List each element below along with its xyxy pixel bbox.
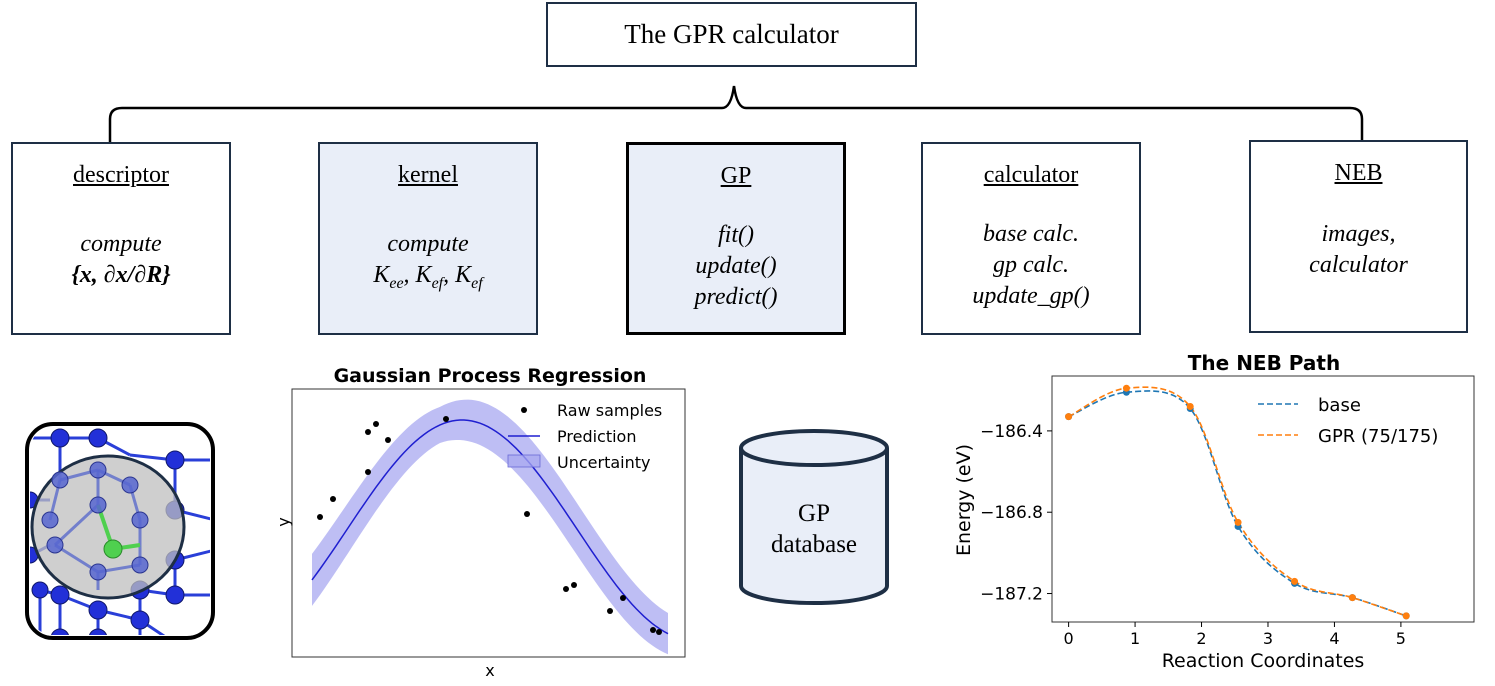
neb-y-tick-label: −186.4 <box>980 422 1043 442</box>
module-calculator-line-1: base calc. <box>983 221 1079 247</box>
neb-x-tick-label: 1 <box>1130 629 1140 648</box>
module-gp-heading: GP <box>720 163 752 189</box>
neb-y-tick-label: −187.2 <box>980 585 1043 605</box>
gpr-sample-point <box>443 416 449 422</box>
module-calculator: calculator base calc. gp calc. update_gp… <box>921 142 1141 335</box>
gpr-sample-point <box>607 608 613 614</box>
connector-brace <box>108 85 1364 142</box>
gpr-sample-point <box>563 586 569 592</box>
neb-point-gpr <box>1291 577 1299 585</box>
neb-y-axis-label: Energy (eV) <box>953 444 975 556</box>
gpr-plot-title: Gaussian Process Regression <box>334 365 647 387</box>
module-kernel: kernel compute Kee, Kef, Kef <box>318 142 538 335</box>
module-kernel-line-1: compute <box>387 231 469 257</box>
module-neb-line-2: calculator <box>1309 252 1408 278</box>
module-neb: NEB images, calculator <box>1249 140 1468 333</box>
legend-prediction-label: Prediction <box>557 427 636 446</box>
gpr-sample-point <box>524 511 530 517</box>
gp-database-label-line-1: GP <box>798 500 830 527</box>
neb-chart-title: The NEB Path <box>1188 351 1340 375</box>
gpr-sample-point <box>330 496 336 502</box>
gpr-sample-point <box>620 595 626 601</box>
gpr-calculator-title-box: The GPR calculator <box>546 2 917 67</box>
gpr-x-axis-label: x <box>485 661 494 680</box>
module-kernel-line-2: Kee, Kef, Kef <box>373 262 483 292</box>
gp-database-cylinder <box>739 429 889 605</box>
module-gp: GP fit() update() predict() <box>626 142 846 335</box>
gpr-sample-point <box>365 429 371 435</box>
gpr-raw-samples <box>317 416 662 635</box>
module-descriptor-heading: descriptor <box>73 162 169 188</box>
gpr-sample-point <box>317 514 323 520</box>
gpr-uncertainty-band <box>312 399 668 655</box>
gpr-sample-point <box>656 629 662 635</box>
gpr-sample-point <box>571 582 577 588</box>
module-gp-line-3: predict() <box>694 284 778 310</box>
gpr-sample-point <box>650 627 656 633</box>
neb-x-tick-label: 3 <box>1263 629 1273 648</box>
legend-raw-samples-label: Raw samples <box>557 401 662 420</box>
module-gp-line-2: update() <box>695 253 777 279</box>
atomic-structure-illustration <box>25 422 215 640</box>
module-neb-heading: NEB <box>1334 160 1383 186</box>
neb-y-tick-label: −186.8 <box>980 503 1043 523</box>
neb-x-tick-label: 4 <box>1329 629 1339 648</box>
gp-database-label-line-2: database <box>770 531 858 558</box>
module-descriptor-line-1: compute <box>80 231 162 257</box>
module-calculator-line-3: update_gp() <box>972 283 1090 309</box>
module-calculator-line-2: gp calc. <box>993 252 1069 278</box>
neb-path-chart: The NEB Path 0 1 2 3 4 5 −186.4 −186.8 −187.2 Re… <box>953 351 1475 672</box>
gp-database-label: GP database <box>740 498 888 560</box>
neb-point-gpr <box>1402 612 1410 620</box>
gpr-sample-point <box>365 469 371 475</box>
legend-uncertainty-marker <box>507 454 541 468</box>
gpr-plot: Gaussian Process Regression x y Raw samp… <box>274 365 686 680</box>
neb-plot-area <box>1051 375 1475 623</box>
neb-point-gpr <box>1234 518 1242 526</box>
module-gp-line-1: fit() <box>718 222 754 248</box>
gpr-y-axis-label: y <box>274 517 293 526</box>
page-title: The GPR calculator <box>624 19 839 49</box>
neb-x-tick-label: 5 <box>1396 629 1406 648</box>
neb-x-tick-label: 0 <box>1064 629 1074 648</box>
neb-point-gpr <box>1122 384 1130 392</box>
module-descriptor-line-2: {x, ∂x/∂R} <box>71 262 171 288</box>
module-kernel-heading: kernel <box>398 162 458 188</box>
gpr-prediction-line <box>311 419 669 635</box>
legend-raw-samples-marker <box>521 407 527 413</box>
central-atom <box>103 539 123 559</box>
legend-base-label: base <box>1318 395 1361 416</box>
neb-x-axis-label: Reaction Coordinates <box>1162 650 1365 672</box>
module-calculator-heading: calculator <box>983 162 1079 188</box>
gpr-sample-point <box>385 437 391 443</box>
neb-point-gpr <box>1186 402 1194 410</box>
gpr-sample-point <box>373 421 379 427</box>
neb-point-gpr <box>1348 594 1356 602</box>
neb-point-gpr <box>1065 413 1073 421</box>
neb-x-tick-label: 2 <box>1196 629 1206 648</box>
module-descriptor: descriptor compute {x, ∂x/∂R} <box>11 142 231 335</box>
legend-gpr-label: GPR (75/175) <box>1318 426 1438 447</box>
module-neb-line-1: images, <box>1321 221 1396 247</box>
legend-uncertainty-label: Uncertainty <box>557 453 650 472</box>
